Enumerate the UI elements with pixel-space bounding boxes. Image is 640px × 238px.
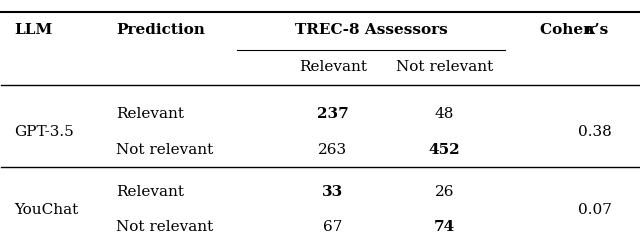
- Text: TREC-8 Assessors: TREC-8 Assessors: [294, 23, 447, 37]
- Text: Relevant: Relevant: [116, 185, 184, 199]
- Text: GPT-3.5: GPT-3.5: [14, 125, 74, 139]
- Text: Not relevant: Not relevant: [396, 60, 493, 74]
- Text: YouChat: YouChat: [14, 203, 78, 217]
- Text: Not relevant: Not relevant: [116, 220, 213, 234]
- Text: Relevant: Relevant: [116, 107, 184, 121]
- Text: 74: 74: [434, 220, 455, 234]
- Text: 0.07: 0.07: [578, 203, 612, 217]
- Text: Relevant: Relevant: [299, 60, 367, 74]
- Text: 0.38: 0.38: [578, 125, 612, 139]
- Text: 67: 67: [323, 220, 342, 234]
- Text: 263: 263: [318, 143, 348, 157]
- Text: LLM: LLM: [14, 23, 52, 37]
- Text: Prediction: Prediction: [116, 23, 205, 37]
- Text: Not relevant: Not relevant: [116, 143, 213, 157]
- Text: 237: 237: [317, 107, 349, 121]
- Text: 48: 48: [435, 107, 454, 121]
- Text: Cohen’s: Cohen’s: [540, 23, 613, 37]
- Text: 26: 26: [435, 185, 454, 199]
- Text: κ: κ: [584, 23, 596, 37]
- Text: 452: 452: [428, 143, 460, 157]
- Text: 33: 33: [322, 185, 344, 199]
